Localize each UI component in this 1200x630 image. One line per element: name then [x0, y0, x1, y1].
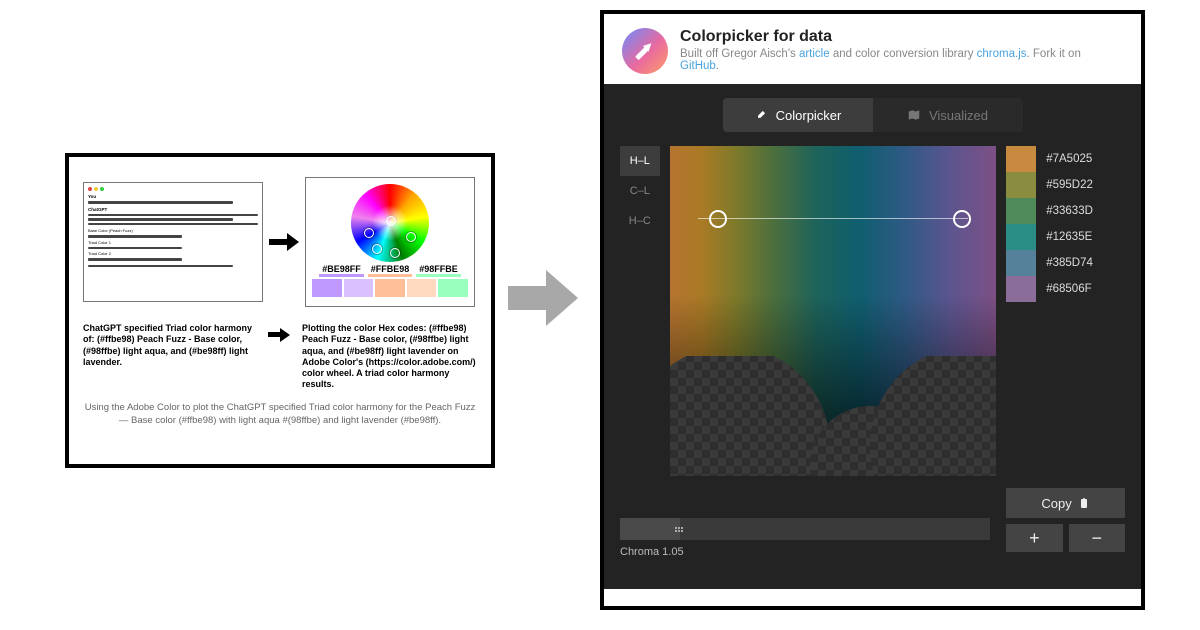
- explainer-right: Plotting the color Hex codes: (#ffbe98) …: [302, 323, 477, 391]
- hex-row: #BE98FF #FFBE98 #98FFBE: [306, 264, 474, 277]
- picker-line: [698, 218, 969, 219]
- left-infographic-panel: You ChatGPT Base Color (Peach Fuzz) Tria…: [65, 153, 495, 468]
- picker-handle-2[interactable]: [953, 210, 971, 228]
- hex-1: #BE98FF: [319, 264, 364, 277]
- explainer-left: ChatGPT specified Triad color harmony of…: [83, 323, 258, 391]
- swatch-item[interactable]: #595D22: [1006, 172, 1125, 198]
- tab-colorpicker[interactable]: Colorpicker: [723, 98, 873, 132]
- axis-tab-cl[interactable]: C–L: [620, 176, 660, 206]
- mode-tabs: Colorpicker Visualized: [620, 98, 1125, 132]
- eyedropper-icon: [754, 108, 768, 122]
- link-article[interactable]: article: [799, 48, 830, 60]
- axis-tab-hc[interactable]: H–C: [620, 206, 660, 236]
- arrow-icon: [268, 329, 292, 341]
- arrow-icon: [269, 235, 299, 249]
- axis-tabs: H–L C–L H–C: [620, 146, 660, 506]
- picker-handle-1[interactable]: [709, 210, 727, 228]
- adobe-color-window: #BE98FF #FFBE98 #98FFBE: [305, 177, 475, 307]
- color-canvas[interactable]: [670, 146, 997, 476]
- chat-user: You: [88, 194, 258, 199]
- add-swatch-button[interactable]: +: [1006, 524, 1062, 552]
- big-arrow-icon: [508, 270, 578, 326]
- slider-grip-icon[interactable]: [674, 520, 684, 538]
- copy-button[interactable]: Copy: [1006, 488, 1125, 518]
- map-icon: [907, 108, 921, 122]
- link-chromajs[interactable]: chroma.js: [977, 48, 1027, 60]
- swatch-item[interactable]: #7A5025: [1006, 146, 1125, 172]
- screenshot-row: You ChatGPT Base Color (Peach Fuzz) Tria…: [83, 167, 477, 317]
- swatch-item[interactable]: #68506F: [1006, 276, 1125, 302]
- axis-tab-hl[interactable]: H–L: [620, 146, 660, 176]
- colorpicker-app: Colorpicker for data Built off Gregor Ai…: [600, 10, 1145, 610]
- app-subtitle: Built off Gregor Aisch's article and col…: [680, 48, 1123, 72]
- explainer-columns: ChatGPT specified Triad color harmony of…: [83, 323, 477, 391]
- hex-2: #FFBE98: [368, 264, 413, 277]
- swatch-item[interactable]: #385D74: [1006, 250, 1125, 276]
- chroma-slider[interactable]: [620, 518, 990, 540]
- link-github[interactable]: GitHub: [680, 60, 716, 72]
- swatch-item[interactable]: #12635E: [1006, 224, 1125, 250]
- eyedropper-icon: [622, 28, 668, 74]
- tab-visualized[interactable]: Visualized: [873, 98, 1023, 132]
- app-header: Colorpicker for data Built off Gregor Ai…: [604, 14, 1141, 84]
- clipboard-icon: [1078, 497, 1090, 509]
- hex-3: #98FFBE: [416, 264, 461, 277]
- app-title: Colorpicker for data: [680, 28, 1123, 46]
- chatgpt-window: You ChatGPT Base Color (Peach Fuzz) Tria…: [83, 182, 263, 302]
- swatch-item[interactable]: #33633D: [1006, 198, 1125, 224]
- remove-swatch-button[interactable]: −: [1069, 524, 1125, 552]
- swatch-column: #7A5025#595D22#33633D#12635E#385D74#6850…: [1006, 146, 1125, 506]
- caption-text: Using the Adobe Color to plot the ChatGP…: [83, 401, 477, 428]
- color-wheel: [351, 184, 429, 262]
- app-body: Colorpicker Visualized H–L C–L H–C: [604, 84, 1141, 589]
